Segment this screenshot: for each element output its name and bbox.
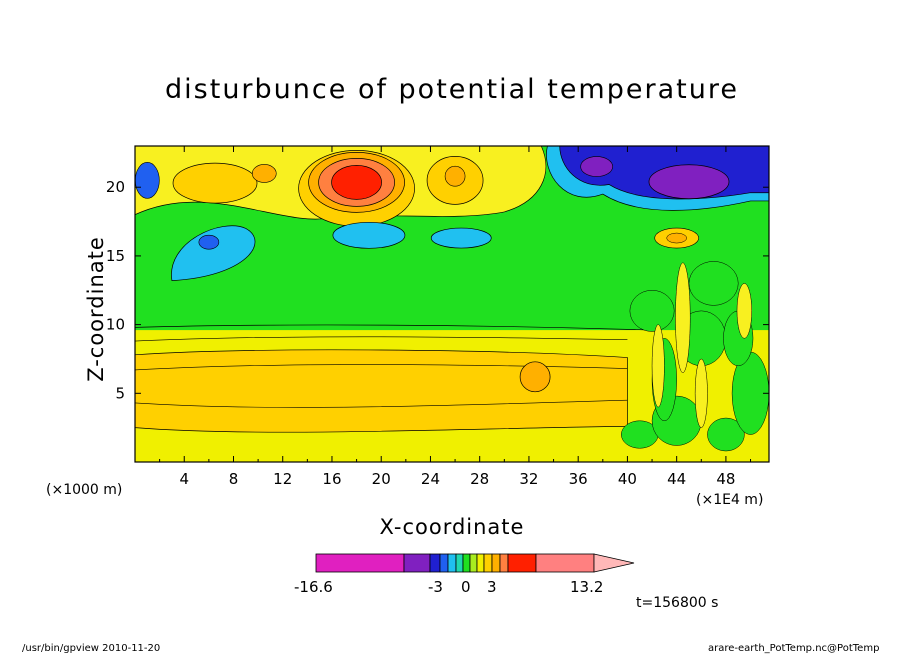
- noise-patch: [694, 358, 708, 428]
- colorbar-segment: [483, 553, 493, 573]
- x-tick-label: 40: [618, 470, 637, 488]
- contour-line: [135, 399, 628, 408]
- colorbar-segment: [403, 553, 431, 573]
- x-unit-right: (×1E4 m): [696, 492, 764, 508]
- cool-patch: [332, 221, 406, 249]
- y-tick-label: 5: [115, 384, 125, 402]
- warm-blob-upper-core: [444, 165, 466, 187]
- y-tick-label: 20: [106, 178, 125, 196]
- cool-edge-left: [135, 162, 160, 199]
- y-tick-label: 10: [106, 316, 125, 334]
- y-axis-label: Z-coordinate: [84, 236, 108, 382]
- warm-patch-left: [172, 162, 258, 204]
- cool-patch-left: [171, 225, 256, 282]
- colorbar: [315, 553, 635, 573]
- contour-line: [135, 324, 653, 331]
- colorbar-segment: [462, 553, 471, 573]
- colorbar-max-label: 13.2: [570, 578, 604, 596]
- colorbar-segment: [447, 553, 457, 573]
- colorbar-segment: [499, 553, 509, 573]
- footer-right: arare-earth_PotTemp.nc@PotTemp: [708, 643, 880, 654]
- colorbar-segment: [491, 553, 501, 573]
- colorbar-segment: [429, 553, 441, 573]
- x-tick-label: 4: [179, 470, 189, 488]
- x-tick-label: 48: [716, 470, 735, 488]
- colorbar-segment: [439, 553, 449, 573]
- cool-patch-right: [430, 227, 492, 249]
- colorbar-label-0: 0: [461, 578, 471, 596]
- heatmap-field: [135, 146, 769, 462]
- colorbar-min-label: -16.6: [294, 578, 333, 596]
- warm-blob-lower: [519, 361, 551, 393]
- warm-pocket-right-core: [666, 232, 687, 244]
- noise-patch: [629, 290, 675, 332]
- x-tick-label: 28: [470, 470, 489, 488]
- colorbar-label-3: 3: [487, 578, 497, 596]
- x-tick-label: 44: [667, 470, 686, 488]
- colorbar-segment: [535, 553, 595, 573]
- contour-line: [135, 364, 628, 371]
- colorbar-segment: [469, 553, 478, 573]
- plot-frame: [134, 145, 770, 463]
- chart-title: disturbunce of potential temperature: [165, 74, 739, 105]
- x-tick-label: 12: [273, 470, 292, 488]
- x-tick-label: 20: [372, 470, 391, 488]
- x-tick-label: 8: [229, 470, 239, 488]
- warm-layer: [135, 349, 628, 433]
- x-tick-label: 32: [519, 470, 538, 488]
- colorbar-segment: [455, 553, 464, 573]
- y-axis: 5 10 15 20: [106, 178, 769, 402]
- cold-core: [648, 164, 730, 200]
- noise-patch: [736, 283, 753, 339]
- colorbar-segment: [476, 553, 485, 573]
- colorbar-arrow: [593, 553, 635, 573]
- x-axis-label: X-coordinate: [379, 515, 525, 539]
- noise-patch: [688, 261, 739, 306]
- x-tick-label: 16: [322, 470, 341, 488]
- x-unit-left: (×1000 m): [46, 482, 123, 498]
- noise-patch: [651, 324, 665, 408]
- warm-core-contour: [331, 164, 382, 200]
- noise-patch: [675, 262, 691, 373]
- warm-patch-left-core: [251, 164, 277, 183]
- noise-patch: [707, 417, 745, 452]
- x-axis: 4 8 12 16 20 24 28 32 36 40 44 48: [159, 146, 752, 488]
- footer-left: /usr/bin/gpview 2010-11-20: [22, 643, 161, 654]
- cool-core-left: [198, 234, 220, 250]
- time-label: t=156800 s: [636, 595, 719, 611]
- colorbar-segment: [507, 553, 537, 573]
- x-tick-label: 36: [569, 470, 588, 488]
- contour-line: [135, 336, 628, 342]
- colorbar-segment: [315, 553, 405, 573]
- x-tick-label: 24: [421, 470, 440, 488]
- y-tick-label: 15: [106, 247, 125, 265]
- colorbar-label-neg3: -3: [428, 578, 443, 596]
- cold-core-left: [580, 156, 613, 177]
